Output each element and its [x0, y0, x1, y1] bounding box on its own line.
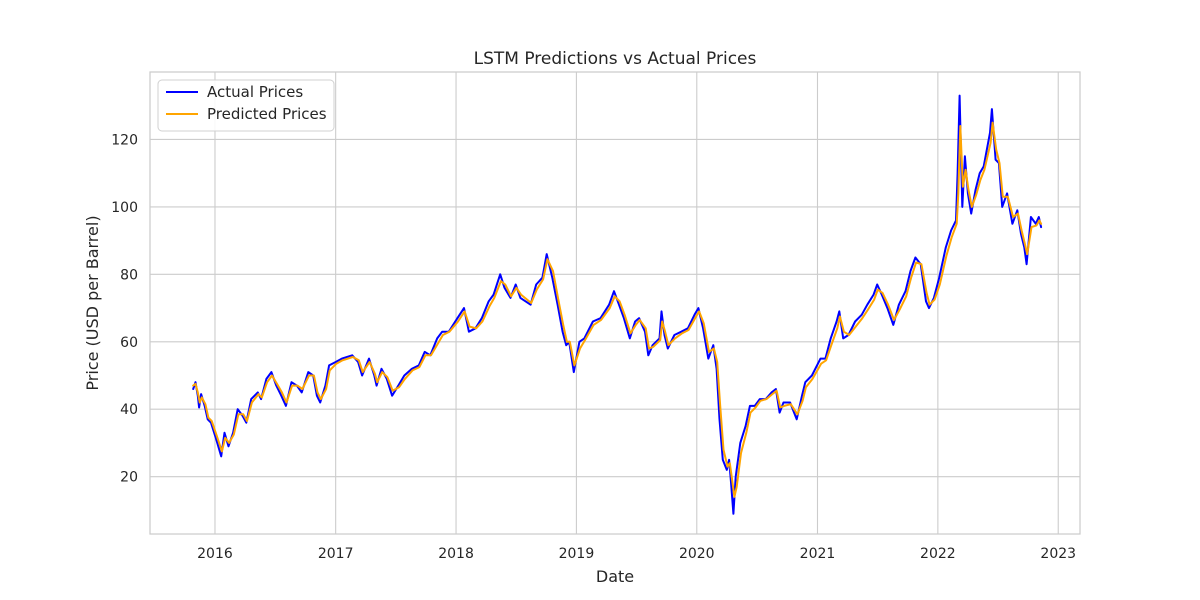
y-axis-label: Price (USD per Barrel) — [83, 215, 102, 390]
y-tick-label: 40 — [120, 402, 138, 418]
legend-label-predicted: Predicted Prices — [207, 105, 327, 123]
legend-box — [157, 79, 335, 132]
x-axis-label: Date — [596, 567, 634, 586]
series-lines — [192, 94, 1043, 515]
x-tick-label: 2022 — [920, 546, 956, 562]
y-axis-ticks: 20 40 60 80 100 120 — [111, 132, 138, 485]
grid-lines — [150, 72, 1080, 534]
legend-label-actual: Actual Prices — [207, 83, 303, 101]
x-tick-label: 2023 — [1040, 546, 1076, 562]
y-tick-label: 80 — [120, 267, 138, 283]
x-tick-label: 2021 — [800, 546, 836, 562]
x-tick-label: 2019 — [559, 546, 595, 562]
plot-frame — [149, 71, 1081, 535]
y-tick-label: 60 — [120, 335, 138, 351]
legend: Actual Prices Predicted Prices — [157, 79, 335, 132]
x-tick-label: 2018 — [438, 546, 474, 562]
x-axis-ticks: 2016 2017 2018 2019 2020 2021 2022 2023 — [197, 546, 1076, 562]
x-tick-label: 2020 — [679, 546, 715, 562]
chart-title: LSTM Predictions vs Actual Prices — [474, 49, 757, 69]
x-tick-label: 2016 — [197, 546, 233, 562]
predicted-prices-line — [192, 121, 1043, 498]
plot-area — [150, 72, 1080, 534]
y-tick-label: 100 — [111, 200, 138, 216]
y-tick-label: 20 — [120, 470, 138, 486]
x-tick-label: 2017 — [318, 546, 354, 562]
y-tick-label: 120 — [111, 132, 138, 148]
actual-prices-line — [192, 94, 1043, 515]
